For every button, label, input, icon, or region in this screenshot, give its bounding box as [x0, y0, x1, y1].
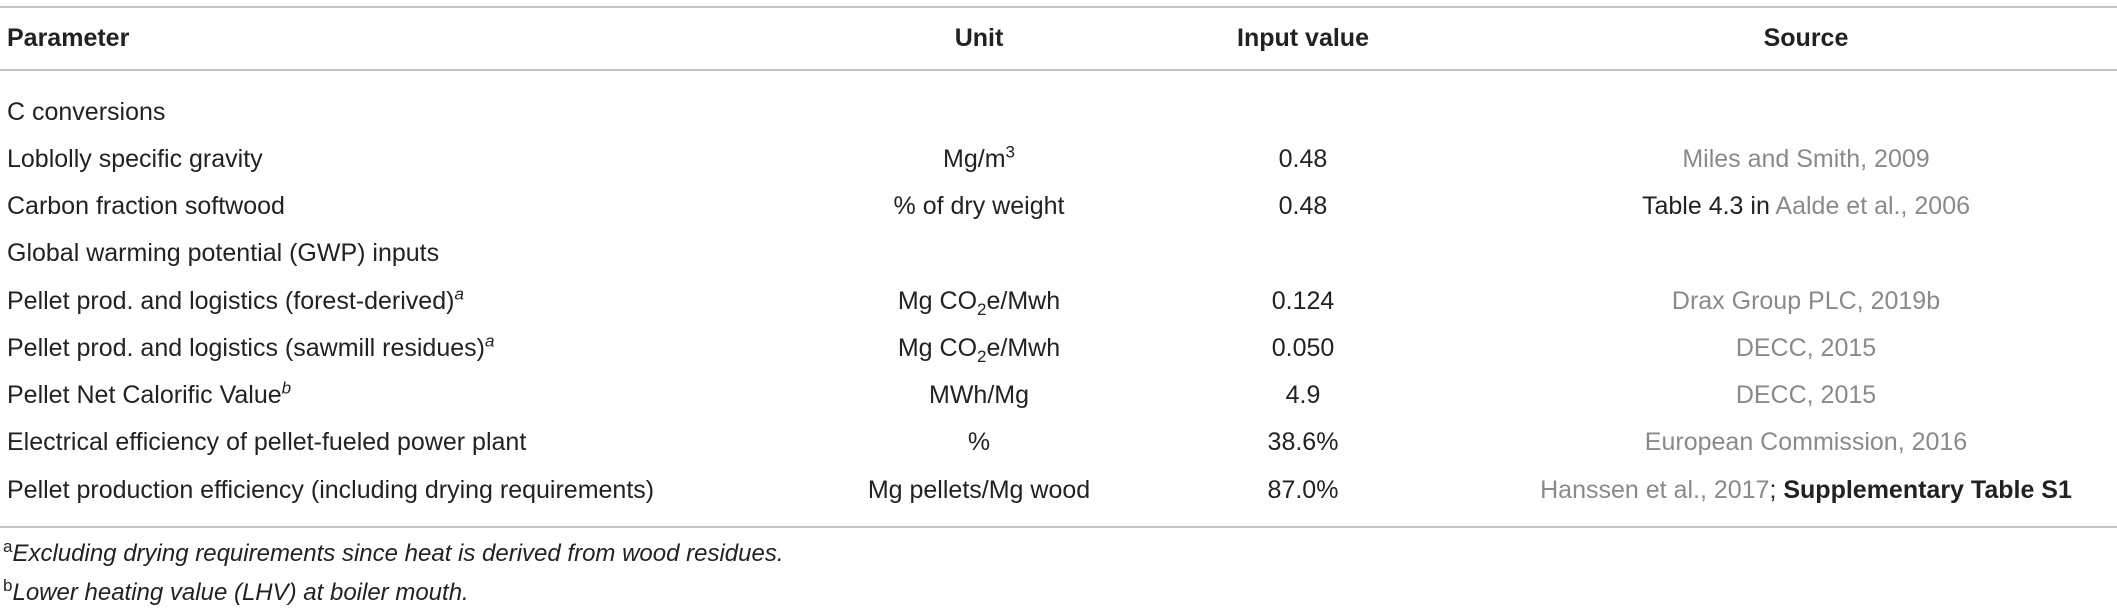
parameter-text: Pellet prod. and logistics (forest-deriv… [7, 287, 455, 315]
unit: MWh/Mg [929, 381, 1029, 409]
footnote: aExcluding drying requirements since hea… [3, 537, 784, 568]
unit-text: Mg CO [897, 334, 978, 362]
source-link[interactable]: Miles and Smith, 2009 [1682, 145, 1930, 173]
section-label: C conversions [7, 98, 166, 126]
parameter-text: Pellet prod. and logistics (sawmill resi… [7, 334, 485, 362]
parameter: Pellet prod. and logistics (sawmill resi… [7, 325, 494, 372]
source: Drax Group PLC, 2019b [1496, 278, 2116, 325]
footnote-text: Lower heating value (LHV) at boiler mout… [12, 579, 469, 606]
footnote-text: Excluding drying requirements since heat… [12, 540, 784, 567]
source: Hanssen et al., 2017; Supplementary Tabl… [1496, 467, 2116, 514]
unit-text: Mg CO [897, 287, 978, 315]
parameter: Pellet Net Calorific Valueb [7, 372, 291, 419]
subscript: 2 [977, 300, 987, 319]
header-rule [0, 69, 2117, 71]
bottom-rule [0, 526, 2117, 528]
value: 38.6% [1267, 428, 1339, 456]
header-cell: Input value [1237, 24, 1369, 52]
parameter: Pellet production efficiency (including … [7, 476, 655, 504]
separator: ; [1769, 476, 1784, 504]
source: DECC, 2015 [1496, 372, 2116, 419]
source-text: Table 4.3 in [1641, 192, 1776, 220]
parameter: Carbon fraction softwood [7, 192, 285, 220]
row: Pellet prod. and logistics (forest-deriv… [0, 278, 2117, 325]
source-link[interactable]: Hanssen et al., 2017 [1540, 476, 1770, 504]
unit: % [967, 428, 991, 456]
section-row: C conversions [0, 89, 2117, 136]
header-cell: Parameter [7, 24, 130, 52]
unit: Mg CO2e/Mwh [829, 325, 1129, 372]
footnote-mark: a [3, 537, 13, 556]
unit: Mg CO2e/Mwh [829, 278, 1129, 325]
superscript: 3 [1005, 142, 1015, 162]
footnote-ref: a [454, 284, 464, 304]
value: 0.48 [1278, 192, 1328, 220]
row: Loblolly specific gravity Mg/m3 0.48 Mil… [0, 136, 2117, 183]
parameter-text: Pellet Net Calorific Value [7, 381, 282, 409]
header-row: Parameter Unit Input value Source [0, 7, 2117, 70]
row: Pellet production efficiency (including … [0, 467, 2117, 514]
source-link[interactable]: DECC, 2015 [1735, 381, 1877, 409]
subscript: 2 [977, 347, 987, 366]
unit-text: e/Mwh [986, 334, 1061, 362]
header-cell: Source [1763, 24, 1849, 52]
unit: Mg pellets/Mg wood [867, 476, 1091, 504]
section-label: Global warming potential (GWP) inputs [7, 239, 440, 267]
source-link[interactable]: DECC, 2015 [1735, 334, 1877, 362]
source-link[interactable]: European Commission, 2016 [1644, 428, 1968, 456]
value: 0.050 [1271, 334, 1335, 362]
row: Pellet Net Calorific Valueb MWh/Mg 4.9 D… [0, 372, 2117, 419]
footnote-mark: b [3, 576, 13, 595]
row: Pellet prod. and logistics (sawmill resi… [0, 325, 2117, 372]
unit: % of dry weight [893, 192, 1065, 220]
value: 0.48 [1278, 145, 1328, 173]
unit-text: e/Mwh [986, 287, 1061, 315]
value: 87.0% [1267, 476, 1339, 504]
footnote: bLower heating value (LHV) at boiler mou… [3, 576, 469, 607]
footnote-ref: a [484, 331, 495, 351]
unit-text: Mg/m [943, 145, 1006, 173]
unit: Mg/m3 [829, 136, 1129, 183]
footnote-ref: b [281, 378, 292, 398]
source: Miles and Smith, 2009 [1496, 136, 2116, 183]
source-link[interactable]: Drax Group PLC, 2019b [1671, 287, 1941, 315]
value: 4.9 [1285, 381, 1321, 409]
source: Table 4.3 in Aalde et al., 2006 [1496, 183, 2116, 230]
value: 0.124 [1271, 287, 1335, 315]
row: Carbon fraction softwood % of dry weight… [0, 183, 2117, 230]
parameter: Pellet prod. and logistics (forest-deriv… [7, 278, 464, 325]
top-rule [0, 6, 2117, 8]
supplementary-link[interactable]: Supplementary Table S1 [1783, 476, 2072, 504]
parameter: Electrical efficiency of pellet-fueled p… [7, 428, 527, 456]
source: DECC, 2015 [1496, 325, 2116, 372]
row: Electrical efficiency of pellet-fueled p… [0, 419, 2117, 466]
parameter: Loblolly specific gravity [7, 145, 263, 173]
source: European Commission, 2016 [1496, 419, 2116, 466]
header-cell: Unit [954, 24, 1004, 52]
section-row: Global warming potential (GWP) inputs [0, 230, 2117, 277]
source-link[interactable]: Aalde et al., 2006 [1775, 192, 1971, 220]
